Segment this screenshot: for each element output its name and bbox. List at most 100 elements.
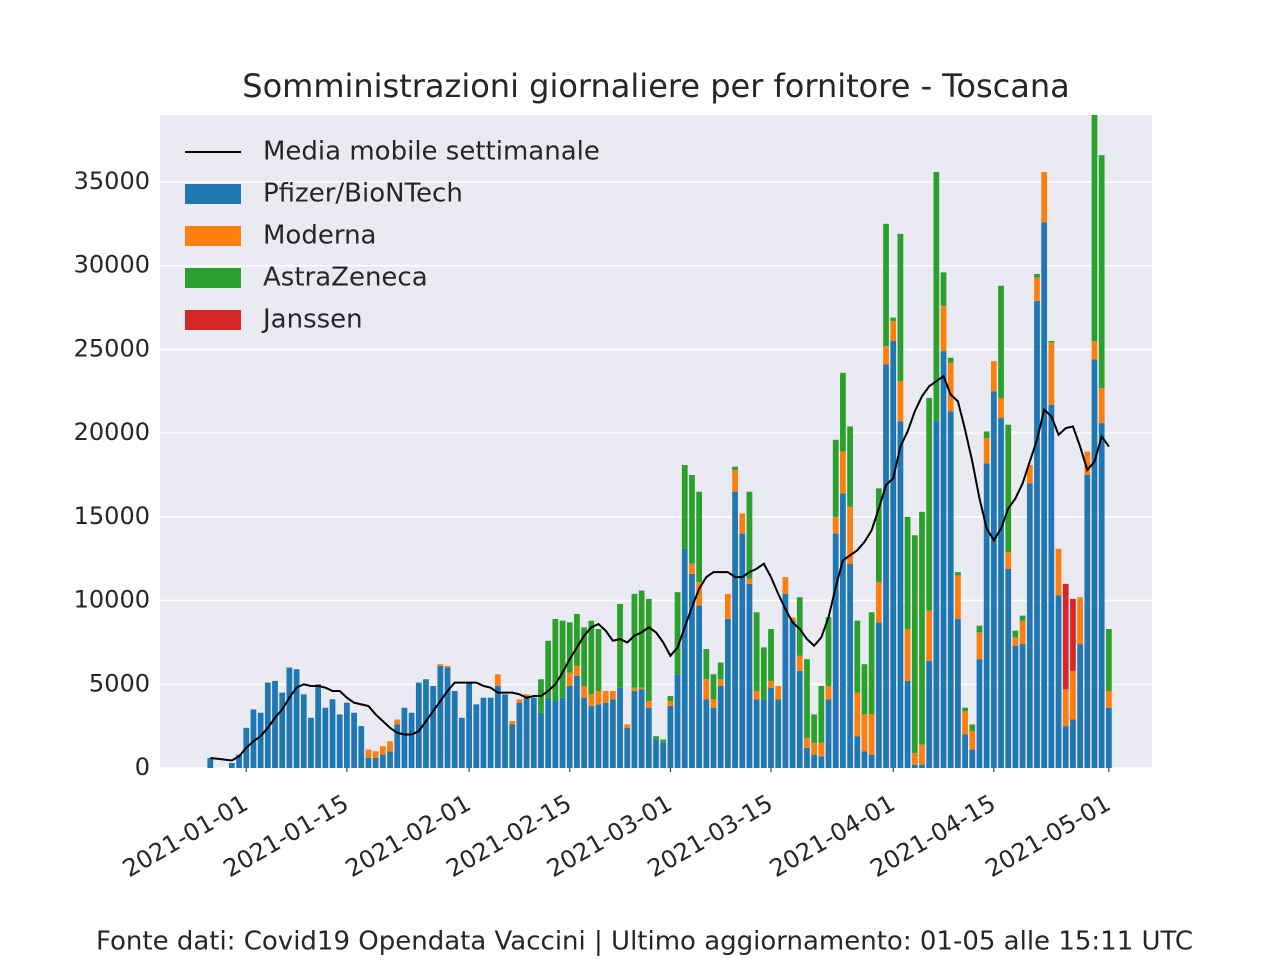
bar-segment (883, 346, 889, 365)
bar-segment (969, 731, 976, 750)
bar-segment (998, 418, 1004, 768)
bar-segment (990, 391, 997, 768)
bar-segment (962, 711, 968, 735)
bar-segment (595, 704, 602, 768)
bar-segment (437, 665, 444, 768)
bar-segment (308, 717, 314, 768)
bar-segment (415, 682, 422, 768)
bar-segment (926, 610, 933, 661)
bar-segment (1105, 690, 1112, 708)
bar-segment (1062, 689, 1069, 727)
bar-segment (1062, 726, 1069, 768)
legend-label: Moderna (263, 221, 376, 251)
bar-segment (351, 712, 357, 768)
bar-segment (875, 488, 882, 583)
bar-segment (825, 617, 832, 686)
bar-segment (940, 305, 947, 352)
bar-segment (645, 707, 652, 768)
bar-segment (394, 724, 401, 768)
bar-segment (674, 592, 681, 675)
bar-segment (588, 620, 595, 695)
bar-segment (574, 613, 580, 666)
bar-segment (379, 746, 386, 755)
bar-segment (689, 573, 695, 768)
bar-segment (840, 451, 846, 494)
bar-segment (602, 690, 609, 703)
bar-segment (804, 659, 810, 738)
bar-segment (1041, 171, 1048, 223)
bar-segment (1084, 451, 1091, 475)
bar-segment (840, 493, 846, 768)
bar-segment (638, 687, 645, 690)
bar-segment (581, 627, 587, 686)
bar-segment (559, 620, 566, 698)
bar-segment (911, 764, 918, 768)
bar-segment (581, 697, 587, 768)
bar-segment (1070, 670, 1076, 720)
bar-segment (1026, 483, 1033, 768)
bar-segment (423, 679, 429, 768)
bar-segment (1034, 274, 1040, 278)
bar-segment (969, 749, 976, 768)
bar-segment (1098, 387, 1105, 424)
legend-label: Pfizer/BioNTech (263, 179, 463, 209)
legend-swatch (185, 310, 241, 330)
bar-segment (365, 749, 372, 758)
bar-segment (631, 690, 638, 768)
bar-segment (609, 690, 616, 700)
bar-segment (1062, 583, 1069, 690)
bar-segment (897, 421, 904, 768)
bar-segment (250, 709, 257, 768)
bar-segment (725, 618, 731, 768)
bar-segment (272, 680, 278, 768)
bar-segment (559, 697, 566, 768)
bar-segment (796, 670, 803, 768)
bar-segment (811, 714, 818, 743)
bar-segment (703, 649, 710, 680)
bar-segment (962, 707, 968, 712)
bar-segment (1034, 300, 1040, 768)
bar-segment (451, 690, 458, 768)
bar-segment (926, 397, 933, 611)
bar-segment (315, 684, 322, 768)
bar-segment (602, 702, 609, 768)
bar-segment (983, 431, 990, 439)
bar-segment (955, 575, 961, 619)
bar-segment (667, 706, 674, 768)
bar-segment (1098, 423, 1105, 768)
bar-segment (940, 351, 947, 768)
bar-segment (645, 701, 652, 708)
bar-segment (861, 714, 868, 752)
bar-segment (689, 563, 695, 574)
bar-segment (1105, 629, 1112, 691)
bar-segment (775, 699, 782, 768)
bar-segment (523, 697, 530, 768)
bar-segment (624, 727, 631, 768)
bar-segment (947, 411, 954, 768)
bar-segment (466, 682, 472, 768)
bar-segment (760, 647, 767, 700)
bar-segment (566, 622, 573, 673)
bar-segment (804, 747, 810, 768)
bar-segment (631, 687, 638, 691)
bar-segment (796, 597, 803, 656)
bar-segment (437, 664, 444, 666)
bar-segment (667, 696, 674, 702)
bar-segment (897, 233, 904, 382)
bar-segment (1070, 598, 1076, 671)
bar-segment (344, 702, 350, 768)
bar-segment (825, 685, 832, 700)
bar-segment (365, 757, 372, 768)
bar-segment (976, 659, 983, 768)
bar-segment (487, 697, 494, 768)
legend-swatch (185, 268, 241, 288)
bar-segment (847, 426, 853, 507)
bar-segment (868, 714, 875, 755)
bar-segment (789, 620, 796, 768)
bar-segment (1012, 637, 1019, 646)
bar-segment (545, 640, 552, 698)
bar-segment (494, 674, 501, 686)
bar-segment (207, 757, 214, 768)
bar-segment (595, 690, 602, 705)
bar-segment (739, 513, 746, 534)
